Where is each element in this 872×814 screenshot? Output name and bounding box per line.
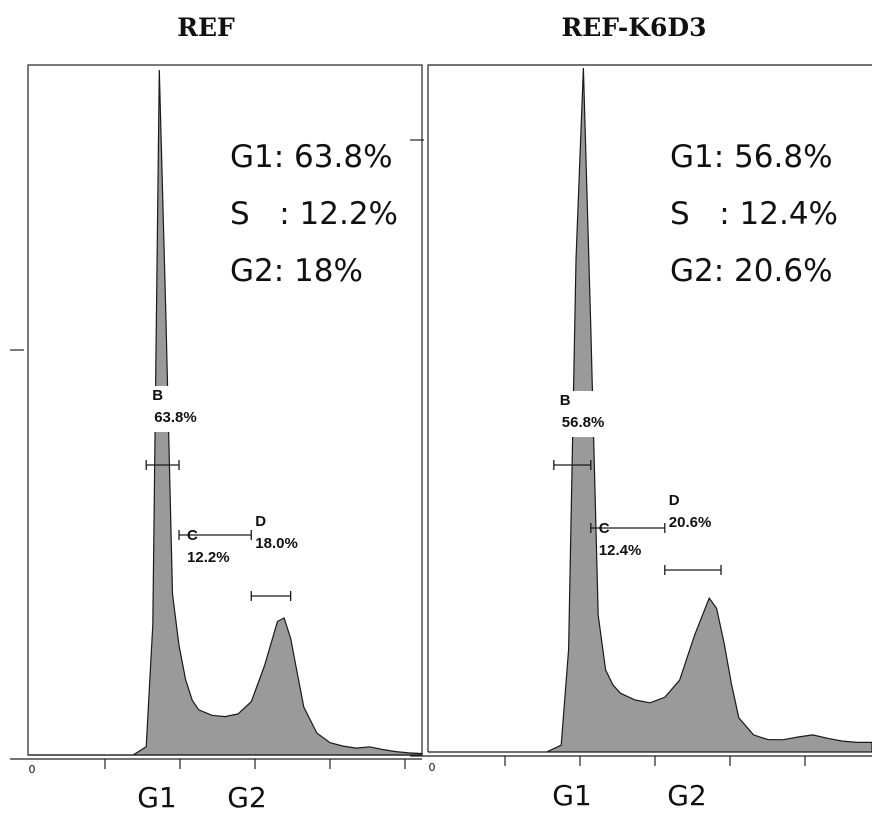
x-axis-zero-label-1: 0 [29, 763, 36, 776]
gate-percent-C-1: 12.2% [187, 549, 230, 566]
plot-frame-2 [427, 64, 872, 752]
gate-percent-B-2: 56.8% [562, 414, 605, 431]
summary-line-2-1: G1: 56.8% [670, 139, 833, 175]
phase-label-g2-1: G2 [227, 781, 267, 814]
phase-label-g2-2: G2 [667, 779, 707, 812]
phase-label-g1-2: G1 [552, 779, 592, 812]
panel-title-1: REF [177, 13, 235, 42]
summary-line-1-1: G1: 63.8% [230, 139, 393, 175]
gate-label-bg-B-2 [551, 391, 614, 437]
gate-label-D-2: D [669, 492, 680, 509]
histogram-area-1 [28, 69, 423, 756]
summary-line-1-3: G2: 18% [230, 253, 363, 289]
gate-label-C-2: C [599, 520, 610, 537]
gate-label-B-2: B [560, 392, 571, 409]
gate-label-B-1: B [152, 387, 163, 404]
x-axis-zero-label-2: 0 [429, 761, 436, 774]
gate-label-D-1: D [255, 513, 266, 530]
summary-line-1-2: S : 12.2% [230, 196, 398, 232]
histogram-area-2 [428, 67, 872, 753]
plot-frame-1 [27, 64, 423, 756]
gate-label-C-1: C [187, 527, 198, 544]
panel-title-2: REF-K6D3 [561, 13, 706, 42]
gate-percent-B-1: 63.8% [154, 409, 197, 426]
gate-percent-D-1: 18.0% [255, 535, 298, 552]
gate-percent-D-2: 20.6% [669, 514, 712, 531]
summary-line-2-3: G2: 20.6% [670, 253, 833, 289]
gate-percent-C-2: 12.4% [599, 542, 642, 559]
gate-label-bg-B-1 [144, 386, 207, 432]
summary-line-2-2: S : 12.4% [670, 196, 838, 232]
phase-label-g1-1: G1 [137, 781, 177, 814]
